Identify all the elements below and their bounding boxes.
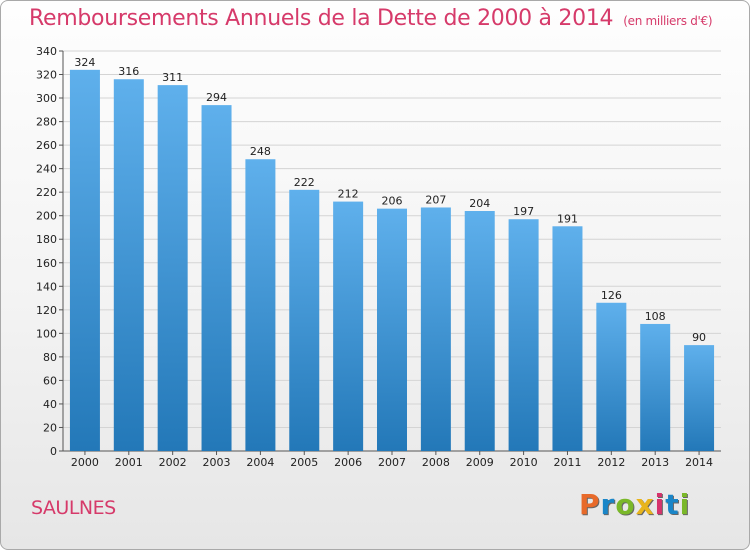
y-tick-label: 60 (43, 374, 57, 387)
brand-letter: o (615, 488, 636, 521)
x-tick-label-2006: 2006 (334, 456, 362, 469)
proxiti-logo[interactable]: Proxiti (579, 488, 690, 521)
data-label-2003: 294 (206, 91, 227, 104)
x-tick-label-2014: 2014 (685, 456, 713, 469)
data-label-2000: 324 (74, 56, 95, 69)
chart-title-text: Remboursements Annuels de la Dette de 20… (29, 6, 614, 31)
data-label-2004: 248 (250, 145, 271, 158)
x-tick-label-2004: 2004 (246, 456, 274, 469)
bar-2001 (113, 79, 144, 451)
y-tick-label: 80 (43, 351, 57, 364)
data-label-2008: 207 (425, 193, 446, 206)
data-labels: 324 316 311 294 248 222 212 206 207 204 197 191 126 1… (74, 56, 706, 344)
bar-2004 (245, 159, 276, 451)
bar-2003 (201, 105, 232, 451)
brand-letter: t (665, 488, 680, 521)
brand-letter: i (654, 488, 666, 521)
y-tick-label: 20 (43, 421, 57, 434)
chart-title: Remboursements Annuels de la Dette de 20… (29, 6, 713, 31)
bar-2002 (157, 85, 188, 451)
x-tick-label-2000: 2000 (71, 456, 99, 469)
x-tick-label-2007: 2007 (378, 456, 406, 469)
y-tick-label: 260 (36, 139, 57, 152)
data-label-2009: 204 (469, 197, 490, 210)
y-tick-label: 220 (36, 186, 57, 199)
x-tick-label-2005: 2005 (290, 456, 318, 469)
bar-2014 (684, 345, 715, 451)
y-tick-label: 0 (50, 445, 57, 458)
bar-2009 (464, 211, 495, 451)
x-tick-label-2009: 2009 (466, 456, 494, 469)
x-tick-label-2008: 2008 (422, 456, 450, 469)
y-tick-label: 240 (36, 163, 57, 176)
bar-2012 (596, 302, 627, 451)
data-label-2001: 316 (118, 65, 139, 78)
axes: 0 20 40 60 80 100 120 140 160 180 200 220 240 260 280 3… (36, 45, 721, 469)
town-name: SAULNES (31, 497, 116, 519)
bars (69, 69, 715, 451)
bar-2010 (508, 219, 539, 451)
bar-2013 (640, 323, 671, 451)
x-tick-label-2003: 2003 (203, 456, 231, 469)
y-tick-label: 200 (36, 210, 57, 223)
brand-letter: P (579, 488, 601, 521)
y-tick-label: 140 (36, 280, 57, 293)
data-label-2002: 311 (162, 71, 183, 84)
chart-unit: (en milliers d'€) (623, 14, 713, 28)
y-tick-label: 100 (36, 327, 57, 340)
bar-2007 (377, 208, 407, 451)
data-label-2012: 126 (601, 289, 622, 302)
data-label-2007: 206 (382, 195, 403, 208)
bar-2006 (333, 201, 364, 451)
data-label-2013: 108 (645, 310, 666, 323)
bar-2000 (69, 69, 100, 451)
y-tick-label: 280 (36, 116, 57, 129)
x-tick-label-2001: 2001 (115, 456, 143, 469)
data-label-2010: 197 (513, 205, 534, 218)
bar-2005 (289, 189, 320, 451)
x-tick-label-2010: 2010 (510, 456, 538, 469)
data-label-2006: 212 (338, 188, 359, 201)
brand-letter: i (679, 488, 691, 521)
y-tick-label: 180 (36, 233, 57, 246)
y-tick-label: 340 (36, 45, 57, 58)
y-tick-label: 160 (36, 257, 57, 270)
brand-letter: r (600, 488, 616, 521)
brand-letter: x (635, 488, 655, 521)
data-label-2014: 90 (692, 331, 706, 344)
x-tick-label-2012: 2012 (597, 456, 625, 469)
y-tick-label: 120 (36, 304, 57, 317)
bar-2011 (552, 226, 583, 451)
y-tick-label: 300 (36, 92, 57, 105)
x-tick-label-2002: 2002 (159, 456, 187, 469)
y-tick-label: 320 (36, 69, 57, 82)
bar-2008 (420, 207, 451, 451)
data-label-2011: 191 (557, 212, 578, 225)
x-tick-label-2011: 2011 (553, 456, 581, 469)
data-label-2005: 222 (294, 176, 315, 189)
y-tick-label: 40 (43, 398, 57, 411)
x-tick-label-2013: 2013 (641, 456, 669, 469)
